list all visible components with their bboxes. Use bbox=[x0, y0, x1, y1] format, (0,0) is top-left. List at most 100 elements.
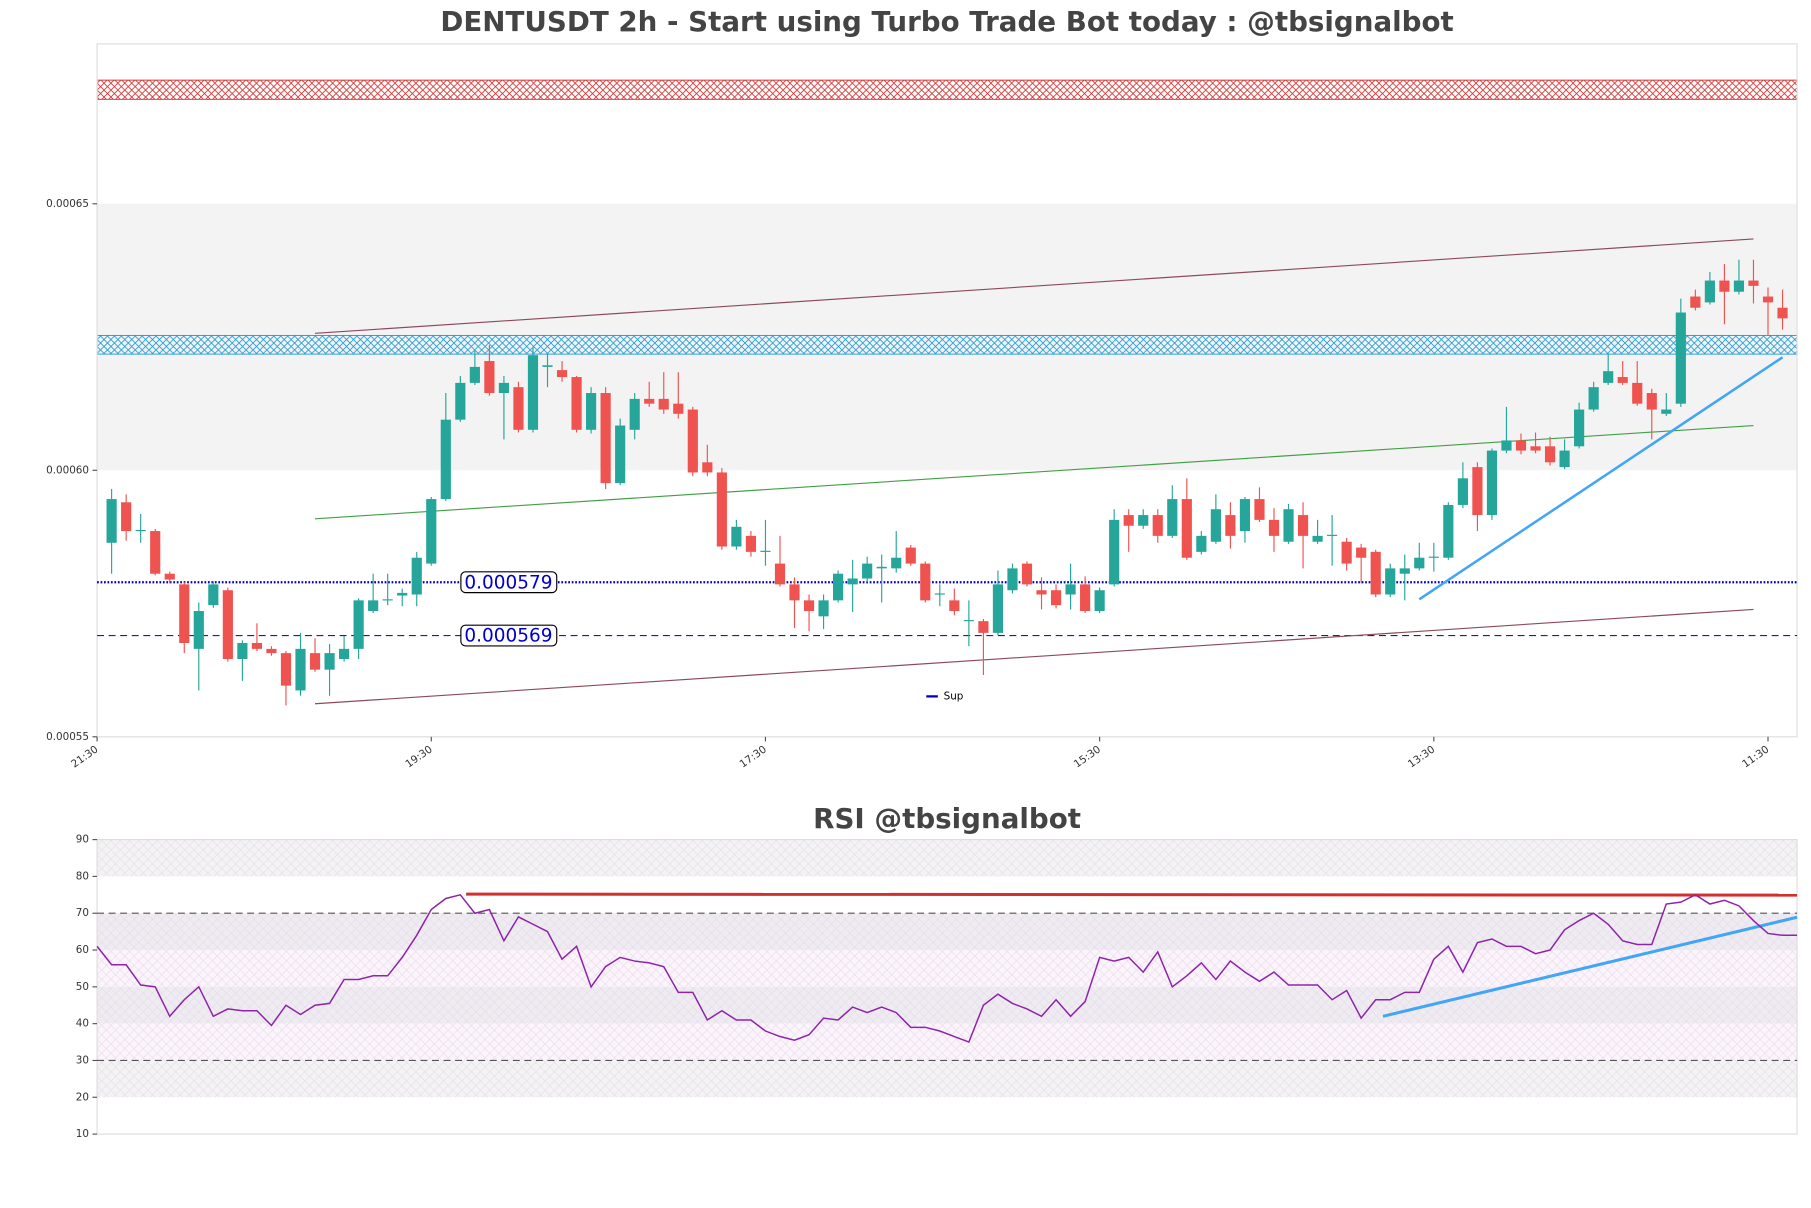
candle-body bbox=[774, 563, 786, 585]
candle-body bbox=[731, 526, 742, 547]
y-tick-label: 50 bbox=[76, 981, 89, 993]
candle-body bbox=[440, 419, 451, 500]
candle-body bbox=[1152, 515, 1163, 536]
candle-body bbox=[1021, 563, 1033, 585]
zone bbox=[96, 79, 1798, 100]
candle-body bbox=[1268, 519, 1280, 536]
candle-body bbox=[1225, 515, 1236, 536]
legend bbox=[919, 687, 975, 706]
candle-body bbox=[1312, 535, 1323, 542]
candle-body bbox=[353, 600, 364, 649]
candle-body bbox=[1515, 440, 1527, 451]
candle-body bbox=[1254, 499, 1265, 520]
y-tick-label: 80 bbox=[76, 870, 89, 882]
level-label: 0.000569 bbox=[464, 626, 552, 647]
candle-body bbox=[789, 584, 800, 601]
candle-body bbox=[1603, 371, 1614, 383]
trend-line bbox=[1418, 356, 1784, 601]
rsi-line bbox=[96, 893, 1798, 1044]
candle-body bbox=[208, 584, 219, 606]
candle-body bbox=[1181, 499, 1192, 558]
candle-body bbox=[920, 563, 931, 601]
candle-body bbox=[803, 600, 815, 612]
legend-label: Sup bbox=[944, 690, 964, 702]
candle-body bbox=[1385, 568, 1396, 595]
candle-body bbox=[978, 621, 989, 633]
candle-body bbox=[1283, 509, 1294, 542]
y-tick-label: 0.00065 bbox=[46, 198, 89, 210]
candle-body bbox=[1196, 535, 1207, 552]
candle-body bbox=[309, 653, 321, 670]
candle-body bbox=[1777, 307, 1788, 319]
candle-body bbox=[1690, 296, 1701, 308]
y-tick-label: 30 bbox=[76, 1054, 89, 1066]
candle-body bbox=[1530, 446, 1541, 451]
candle-body bbox=[324, 653, 335, 670]
candle-body bbox=[1661, 409, 1672, 414]
x-tick-label: 11:30 bbox=[1740, 743, 1771, 770]
candle-body bbox=[1065, 584, 1076, 595]
x-tick-label: 15:30 bbox=[1072, 743, 1103, 770]
candle-body bbox=[745, 535, 757, 552]
candle-body bbox=[1080, 584, 1091, 612]
x-tick-label: 13:30 bbox=[1406, 743, 1437, 770]
candle-body bbox=[1109, 519, 1120, 585]
trend-line bbox=[1382, 915, 1798, 1018]
candle-body bbox=[426, 499, 437, 564]
candle-body bbox=[702, 462, 713, 473]
candle-body bbox=[1574, 409, 1585, 447]
candle-body bbox=[1036, 590, 1047, 595]
y-tick-label: 40 bbox=[76, 1018, 89, 1030]
candle-body bbox=[1370, 551, 1381, 595]
candle-body bbox=[1167, 499, 1178, 536]
candle-body bbox=[905, 547, 916, 564]
candle-body bbox=[658, 398, 669, 410]
candle-body bbox=[1559, 450, 1570, 468]
candle-body bbox=[135, 529, 146, 532]
candle-body bbox=[1443, 504, 1454, 558]
candle-body bbox=[411, 557, 422, 595]
candle-body bbox=[106, 499, 117, 543]
candle-body bbox=[1646, 393, 1657, 410]
level-label-box bbox=[460, 571, 558, 594]
candle-body bbox=[397, 592, 408, 596]
candle-body bbox=[542, 365, 553, 367]
candle-body bbox=[150, 531, 161, 574]
candle-body bbox=[760, 550, 771, 552]
candle-body bbox=[1094, 590, 1105, 612]
candle-body bbox=[615, 425, 626, 484]
candle-body bbox=[1748, 280, 1759, 286]
candle-body bbox=[1632, 382, 1643, 404]
candle-body bbox=[1472, 467, 1483, 516]
y-tick-label: 10 bbox=[76, 1128, 89, 1140]
y-tick-label: 0.00055 bbox=[46, 731, 89, 743]
candle-body bbox=[716, 472, 727, 547]
y-tick-label: 70 bbox=[76, 907, 89, 919]
candle-body bbox=[963, 620, 974, 622]
x-tick-label: 21:30 bbox=[69, 743, 100, 770]
chart-title: RSI @tbsignalbot bbox=[813, 802, 1081, 835]
candle-body bbox=[833, 573, 844, 601]
candle-body bbox=[1327, 534, 1338, 536]
band-hatch bbox=[97, 986, 1798, 1024]
candle-body bbox=[1210, 509, 1221, 542]
candle-body bbox=[1704, 280, 1715, 303]
candle-body bbox=[527, 355, 539, 430]
candle-body bbox=[629, 398, 640, 430]
candle-body bbox=[586, 393, 597, 430]
trend-line bbox=[314, 424, 1754, 520]
candle-body bbox=[1544, 446, 1556, 463]
band-hatch bbox=[97, 839, 1798, 877]
candle-body bbox=[1050, 590, 1062, 606]
candle-body bbox=[1501, 440, 1512, 451]
candle-body bbox=[339, 648, 350, 659]
candle-body bbox=[179, 584, 190, 643]
candle-body bbox=[687, 409, 698, 473]
candle-body bbox=[1617, 377, 1628, 383]
candle-body bbox=[121, 502, 132, 532]
candle-body bbox=[382, 599, 393, 601]
chart-title: DENTUSDT 2h - Start using Turbo Trade Bo… bbox=[440, 5, 1453, 38]
candle-body bbox=[237, 642, 248, 659]
